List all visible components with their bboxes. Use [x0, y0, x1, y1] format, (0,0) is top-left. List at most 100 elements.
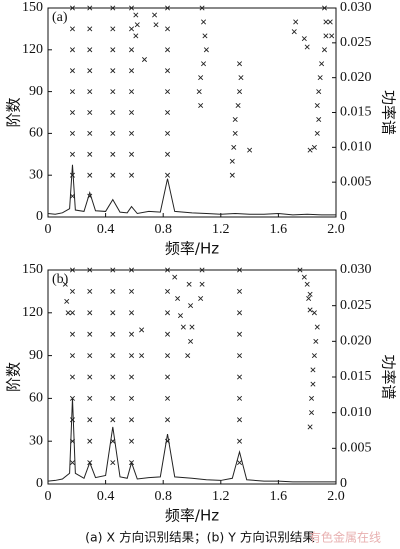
x-axis-label: 频率/Hz — [165, 240, 219, 258]
stable-point — [316, 116, 322, 122]
stable-point — [203, 47, 209, 53]
stable-point — [237, 89, 243, 95]
stable-point — [309, 395, 315, 401]
stable-point — [188, 303, 194, 309]
stable-point — [237, 353, 243, 359]
stable-point — [323, 19, 329, 25]
y-tick-label: 150 — [22, 0, 43, 15]
stable-point — [87, 5, 93, 11]
stable-point — [165, 417, 171, 423]
y2-tick-label: 0.020 — [340, 70, 372, 85]
stable-point — [235, 103, 241, 109]
y2-tick-label: 0.005 — [340, 174, 372, 189]
y-tick-label: 120 — [22, 42, 43, 57]
stable-point — [237, 417, 243, 423]
stable-point — [165, 5, 171, 11]
stable-point — [237, 460, 243, 466]
stable-point — [129, 172, 135, 178]
y-tick-label: 0 — [36, 476, 43, 491]
stable-point — [69, 374, 75, 380]
stable-point — [304, 281, 310, 287]
stable-point — [232, 130, 238, 136]
x-tick-label: 0.8 — [154, 489, 172, 504]
stable-point — [139, 327, 145, 333]
stable-point — [129, 109, 135, 116]
stable-point — [153, 22, 159, 28]
stable-point — [311, 310, 317, 316]
panel-label: (a) — [52, 10, 68, 25]
stable-point — [69, 5, 75, 11]
stable-point — [316, 89, 322, 95]
y-tick-label: 150 — [22, 262, 43, 277]
stable-point — [165, 109, 171, 116]
stable-point — [129, 89, 135, 95]
stable-point — [232, 116, 238, 122]
y-tick-label: 90 — [29, 84, 43, 99]
stable-point — [310, 367, 316, 373]
stable-point — [327, 19, 333, 25]
y-tick-label: 60 — [29, 126, 43, 141]
stable-point — [87, 47, 93, 53]
plot-frame — [47, 7, 337, 218]
stable-point — [329, 33, 335, 39]
stable-point — [129, 151, 135, 157]
stable-point — [237, 61, 243, 67]
stable-point — [129, 331, 135, 337]
stable-point — [129, 395, 135, 401]
x-tick-label: 0 — [45, 222, 52, 237]
y2-tick-label: 0.015 — [340, 369, 372, 384]
stable-point — [129, 68, 135, 74]
stable-point — [69, 47, 75, 53]
power-spectrum-line — [47, 398, 336, 483]
stable-point — [175, 296, 181, 302]
stable-point — [87, 288, 93, 294]
stable-point — [165, 172, 171, 178]
stable-point — [69, 460, 75, 466]
stable-point — [165, 331, 171, 337]
y2-tick-label: 0.025 — [340, 35, 372, 50]
stable-point — [165, 89, 171, 95]
stable-point — [165, 353, 171, 359]
stable-point — [317, 75, 323, 81]
stable-point — [172, 274, 178, 280]
stable-point — [62, 281, 68, 287]
stable-point — [129, 267, 135, 273]
stable-point — [301, 36, 307, 42]
stable-point — [110, 288, 116, 294]
stable-point — [304, 44, 310, 50]
stable-point — [87, 374, 93, 380]
stable-point — [307, 307, 313, 313]
x-tick-label: 0.4 — [97, 222, 115, 237]
stable-point — [69, 331, 75, 337]
y-axis-label: 阶数 — [5, 97, 23, 127]
stable-point — [165, 47, 171, 53]
stable-point — [199, 267, 205, 273]
stable-point — [323, 33, 329, 39]
stable-point — [307, 147, 313, 153]
stable-point — [177, 313, 183, 319]
stable-point — [201, 19, 207, 25]
y2-axis-label: 功率谱 — [380, 90, 398, 135]
stable-point — [165, 68, 171, 74]
stable-point — [110, 353, 116, 359]
stable-point — [321, 47, 327, 53]
stable-point — [65, 310, 71, 316]
stable-point — [291, 29, 297, 35]
power-spectrum-line — [47, 164, 336, 216]
stable-point — [237, 438, 243, 444]
stable-point — [110, 331, 116, 337]
stable-point — [133, 12, 139, 18]
stable-point — [69, 89, 75, 95]
x-tick-label: 1.2 — [212, 222, 230, 237]
stable-point — [180, 324, 186, 330]
y-tick-label: 30 — [29, 433, 43, 448]
stable-point — [198, 75, 204, 81]
stable-point — [129, 374, 135, 380]
stable-point — [202, 33, 208, 39]
stable-point — [165, 310, 171, 316]
stable-point — [129, 438, 135, 444]
stable-point — [110, 172, 116, 178]
stable-point — [87, 89, 93, 95]
stable-point — [129, 130, 135, 136]
stable-point — [297, 267, 303, 273]
